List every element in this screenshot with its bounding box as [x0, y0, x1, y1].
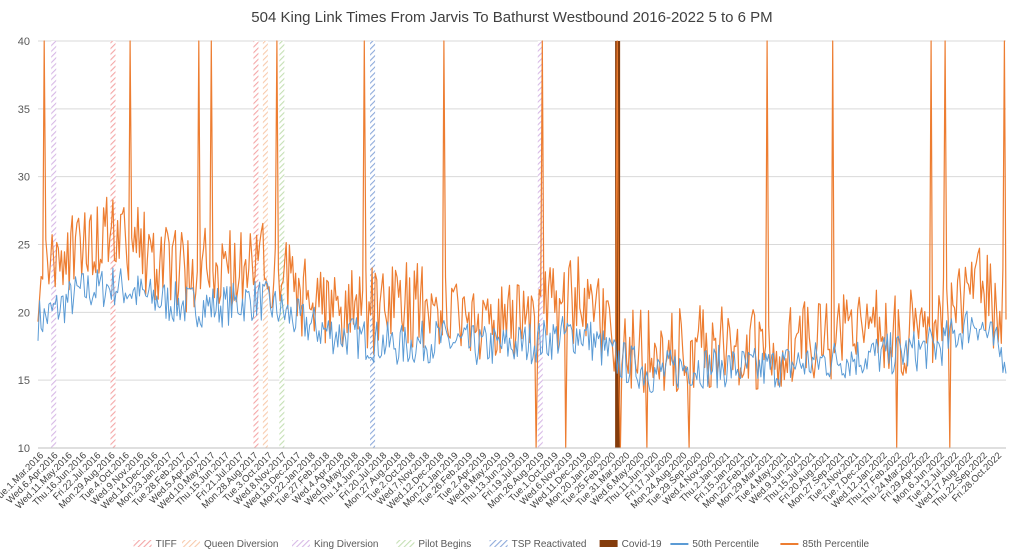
legend-label: 85th Percentile [802, 539, 869, 550]
legend-swatch [182, 540, 200, 547]
legend-swatch [133, 540, 152, 547]
y-tick-label: 10 [18, 443, 30, 455]
chart-title: 504 King Link Times From Jarvis To Bathu… [251, 9, 773, 26]
event-marker [262, 41, 268, 448]
y-tick-label: 20 [18, 307, 30, 319]
legend-item: 50th Percentile [670, 539, 760, 550]
event-marker [110, 41, 116, 448]
legend-label: 50th Percentile [692, 539, 759, 550]
legend: TIFF Queen Diversion King Diversion Pilot B… [133, 539, 870, 550]
y-tick-label: 25 [18, 240, 30, 252]
event-marker [279, 41, 285, 448]
legend-label: Queen Diversion [204, 539, 278, 550]
legend-item: Covid-19 [599, 539, 662, 550]
legend-label: TSP Reactivated [512, 539, 587, 550]
legend-item: King Diversion [292, 539, 378, 550]
series-lines [37, 40, 1007, 449]
legend-swatch [292, 540, 310, 547]
legend-label: Pilot Begins [418, 539, 471, 550]
legend-swatch [489, 540, 508, 547]
legend-item: TIFF [133, 539, 177, 550]
legend-item: 85th Percentile [780, 539, 870, 550]
legend-item: Queen Diversion [182, 539, 278, 550]
legend-label: TIFF [156, 539, 177, 550]
legend-swatch [599, 540, 618, 547]
axes: 10152025303540Tue.1.Mar.2016Wed.6.Apr.20… [0, 36, 1006, 512]
y-tick-label: 40 [18, 36, 30, 48]
event-marker [51, 41, 57, 448]
series-line-50th-percentile [37, 267, 1007, 393]
legend-item: Pilot Begins [396, 539, 471, 550]
event-marker [370, 41, 376, 448]
legend-item: TSP Reactivated [489, 539, 587, 550]
legend-swatch [396, 540, 415, 547]
y-tick-label: 30 [18, 172, 30, 184]
y-tick-label: 15 [18, 375, 30, 387]
y-tick-label: 35 [18, 104, 30, 116]
event-marker [537, 41, 543, 448]
legend-label: King Diversion [314, 539, 378, 550]
series-line-85th-percentile [37, 40, 1007, 449]
legend-label: Covid-19 [622, 539, 662, 550]
